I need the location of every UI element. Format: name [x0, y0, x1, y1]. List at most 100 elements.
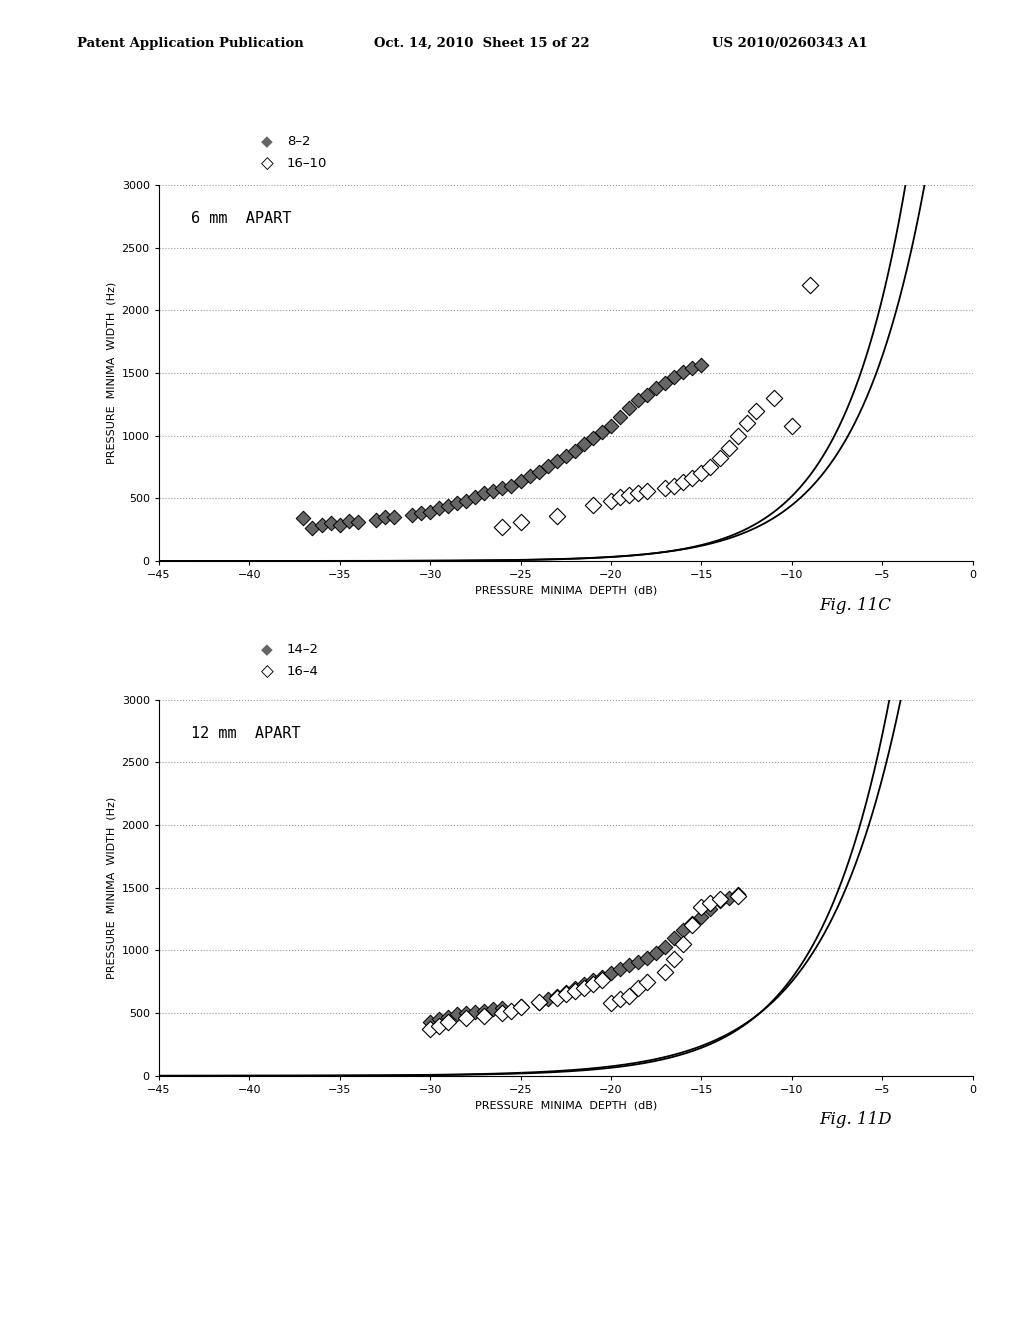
Point — [422, 1019, 438, 1040]
Point — [557, 445, 573, 466]
Point — [495, 516, 511, 537]
Point — [594, 421, 610, 442]
Point — [612, 989, 629, 1010]
Point — [495, 1003, 511, 1024]
Point — [512, 995, 528, 1016]
Point — [639, 948, 655, 969]
Point — [485, 999, 502, 1020]
Point — [729, 425, 745, 446]
Point — [612, 958, 629, 979]
Point — [657, 478, 674, 499]
Point — [476, 483, 493, 504]
Point — [621, 397, 637, 418]
Point — [575, 434, 592, 455]
Point — [512, 512, 528, 533]
Point — [557, 981, 573, 1002]
Point — [431, 1008, 447, 1030]
Point — [495, 998, 511, 1019]
Y-axis label: PRESSURE  MINIMA  WIDTH  (Hz): PRESSURE MINIMA WIDTH (Hz) — [106, 281, 116, 465]
Point — [295, 508, 311, 529]
Point — [458, 1003, 474, 1024]
Point — [657, 372, 674, 393]
Point — [440, 495, 457, 516]
Point — [349, 512, 366, 533]
Point — [431, 1015, 447, 1036]
Point — [530, 462, 547, 483]
Point — [549, 987, 565, 1008]
Point — [729, 886, 745, 907]
Point — [667, 927, 683, 948]
Point — [549, 506, 565, 527]
Point — [675, 471, 691, 492]
Point — [440, 1006, 457, 1027]
Point — [566, 979, 583, 1001]
Point — [585, 428, 601, 449]
Point — [603, 993, 620, 1014]
Point — [630, 977, 646, 999]
Point — [738, 413, 755, 434]
Text: 12 mm  APART: 12 mm APART — [191, 726, 301, 741]
X-axis label: PRESSURE  MINIMA  DEPTH  (dB): PRESSURE MINIMA DEPTH (dB) — [475, 1101, 656, 1110]
Point — [702, 892, 719, 913]
Point — [512, 997, 528, 1018]
Text: ◇: ◇ — [261, 663, 273, 681]
Point — [621, 985, 637, 1006]
Text: ◆: ◆ — [261, 642, 272, 657]
Point — [693, 896, 710, 917]
Point — [667, 366, 683, 387]
Point — [667, 475, 683, 496]
Text: Oct. 14, 2010  Sheet 15 of 22: Oct. 14, 2010 Sheet 15 of 22 — [374, 37, 590, 50]
Point — [422, 1011, 438, 1032]
Point — [377, 507, 393, 528]
Point — [783, 414, 800, 436]
Point — [440, 1011, 457, 1032]
Point — [431, 498, 447, 519]
Point — [512, 470, 528, 491]
Point — [530, 993, 547, 1014]
Point — [476, 1001, 493, 1022]
Point — [476, 1005, 493, 1026]
Point — [323, 513, 339, 535]
Point — [712, 891, 728, 912]
Point — [304, 517, 321, 539]
Point — [603, 962, 620, 983]
Point — [332, 513, 348, 535]
Point — [630, 483, 646, 504]
Text: ◆: ◆ — [261, 133, 272, 149]
Point — [575, 974, 592, 995]
Point — [504, 1001, 520, 1022]
Point — [684, 915, 700, 936]
Text: Fig. 11C: Fig. 11C — [819, 597, 891, 614]
Point — [648, 942, 665, 964]
Point — [449, 492, 465, 513]
Point — [639, 972, 655, 993]
Point — [712, 888, 728, 909]
Point — [540, 455, 556, 477]
Y-axis label: PRESSURE  MINIMA  WIDTH  (Hz): PRESSURE MINIMA WIDTH (Hz) — [106, 796, 116, 979]
Point — [458, 1007, 474, 1028]
Point — [413, 503, 429, 524]
Point — [557, 983, 573, 1005]
Point — [693, 906, 710, 927]
Point — [748, 400, 764, 421]
Text: 8–2: 8–2 — [287, 135, 310, 148]
Text: 16–10: 16–10 — [287, 157, 327, 170]
Point — [802, 275, 818, 296]
Point — [693, 463, 710, 484]
Point — [467, 1002, 483, 1023]
Point — [540, 989, 556, 1010]
Point — [684, 912, 700, 933]
Point — [585, 494, 601, 515]
Point — [386, 507, 402, 528]
Point — [621, 484, 637, 506]
Point — [612, 487, 629, 508]
Point — [721, 887, 737, 908]
X-axis label: PRESSURE  MINIMA  DEPTH  (dB): PRESSURE MINIMA DEPTH (dB) — [475, 586, 656, 595]
Point — [467, 487, 483, 508]
Point — [504, 475, 520, 496]
Point — [422, 502, 438, 523]
Point — [648, 378, 665, 399]
Point — [630, 952, 646, 973]
Point — [549, 450, 565, 471]
Point — [449, 1003, 465, 1024]
